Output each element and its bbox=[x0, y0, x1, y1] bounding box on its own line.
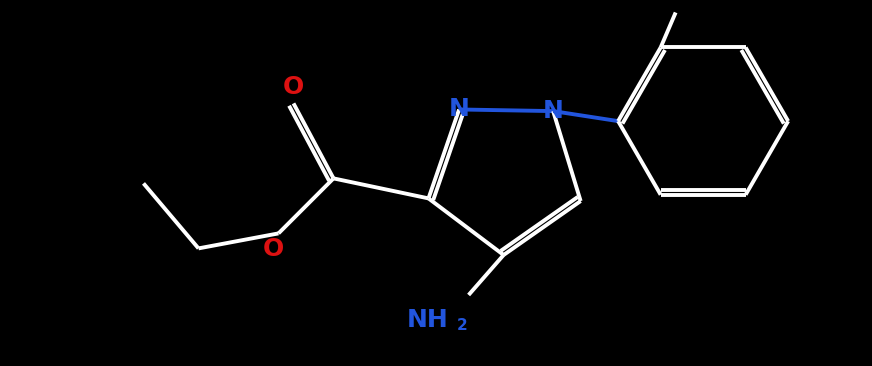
Text: NH: NH bbox=[407, 308, 448, 332]
Text: O: O bbox=[262, 238, 284, 261]
Text: N: N bbox=[449, 97, 469, 122]
Text: 2: 2 bbox=[457, 318, 467, 333]
Text: N: N bbox=[542, 99, 563, 123]
Text: O: O bbox=[283, 75, 304, 100]
